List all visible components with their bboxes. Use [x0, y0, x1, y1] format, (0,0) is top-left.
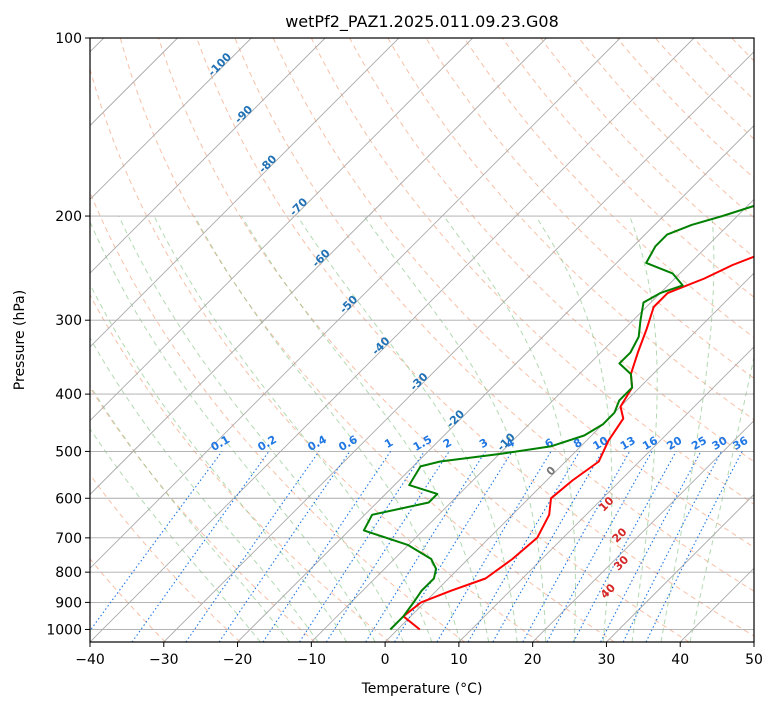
y-tick-label: 100	[55, 31, 82, 47]
isotherm-line	[90, 38, 400, 348]
isotherm-line	[90, 38, 621, 569]
moist-adiabat	[90, 427, 261, 642]
moist-adiabat	[90, 220, 376, 642]
mixing-ratio-line	[90, 451, 223, 632]
plot-frame	[89, 37, 755, 643]
chart-title: wetPf2_PAZ1.2025.011.09.23.G08	[285, 12, 559, 32]
y-tick-label: 900	[55, 595, 82, 611]
isotherm-line	[163, 51, 754, 642]
mixing-ratio-line	[622, 451, 722, 642]
isotherm-line	[237, 124, 754, 642]
mixing-ratio-line	[573, 451, 677, 642]
y-tick-label: 300	[55, 313, 82, 329]
x-tick-label: 30	[598, 652, 616, 668]
moist-adiabat	[535, 215, 613, 642]
moist-adiabat	[118, 215, 405, 642]
isotherm-line	[311, 198, 754, 642]
mixing-ratio-line	[394, 451, 513, 642]
dry-adiabat	[349, 38, 754, 463]
temperature-profile	[402, 255, 754, 631]
x-tick-label: 50	[745, 652, 763, 668]
mixing-ratio-line	[262, 451, 392, 642]
moist-adiabat	[629, 215, 658, 642]
mixing-ratio-line	[131, 451, 270, 642]
moist-adiabat	[363, 215, 547, 642]
mixing-ratio-line	[299, 451, 425, 642]
x-tick-label: 10	[450, 652, 468, 668]
x-tick-label: −40	[75, 652, 105, 668]
isotherm-line	[606, 493, 754, 642]
x-tick-label: −10	[297, 652, 327, 668]
profiles	[362, 204, 754, 631]
isotherm-line	[90, 38, 252, 200]
dewpoint-profile	[362, 204, 754, 631]
y-tick-label: 400	[55, 387, 82, 403]
mixing-ratio-line	[546, 451, 653, 642]
x-axis-label: Temperature (°C)	[361, 681, 483, 697]
x-tick-label: 20	[524, 652, 542, 668]
moist-adiabat	[90, 283, 348, 642]
y-axis-label: Pressure (hPa)	[12, 290, 28, 390]
y-tick-label: 500	[55, 444, 82, 460]
moist-adiabat	[689, 354, 754, 642]
mixing-ratio-line	[522, 451, 631, 642]
mixing-ratio-line	[645, 451, 743, 642]
y-axis: 100 200 300 400 500 600 700 800 900 1000	[46, 31, 90, 638]
y-tick-label: 200	[55, 209, 82, 225]
dry-adiabat	[158, 38, 690, 642]
moist-adiabat	[660, 215, 715, 642]
moist-adiabat	[241, 215, 490, 642]
isotherm-line	[90, 38, 695, 642]
x-tick-label: 40	[671, 652, 689, 668]
mixing-ratio-line	[218, 451, 351, 642]
dry-adiabat	[425, 38, 754, 379]
isotherm-line	[532, 420, 754, 642]
x-tick-label: 0	[381, 652, 390, 668]
isotherm-line	[384, 272, 754, 642]
moist-adiabat	[443, 215, 576, 642]
dry-adiabat	[387, 38, 754, 421]
dry-adiabat	[234, 38, 754, 592]
isotherm-line	[90, 38, 473, 422]
mixing-ratio-line	[325, 451, 450, 642]
mixing-ratio-line	[185, 451, 320, 642]
x-tick-label: −20	[223, 652, 253, 668]
x-axis: −40 −30 −20 −10 0 10 20 30 40 50	[75, 642, 763, 668]
y-tick-label: 800	[55, 565, 82, 581]
dry-adiabat	[90, 67, 540, 642]
isotherm-line	[90, 38, 326, 274]
y-tick-label: 600	[55, 491, 82, 507]
dry-adiabat	[90, 386, 316, 642]
isotherm-line	[458, 346, 754, 642]
moist-adiabat	[90, 337, 319, 642]
isotherm-line	[90, 38, 547, 496]
moist-adiabat	[296, 215, 518, 642]
y-tick-label: 700	[55, 531, 82, 547]
y-tick-label: 1000	[46, 622, 82, 638]
x-tick-label: −30	[149, 652, 179, 668]
